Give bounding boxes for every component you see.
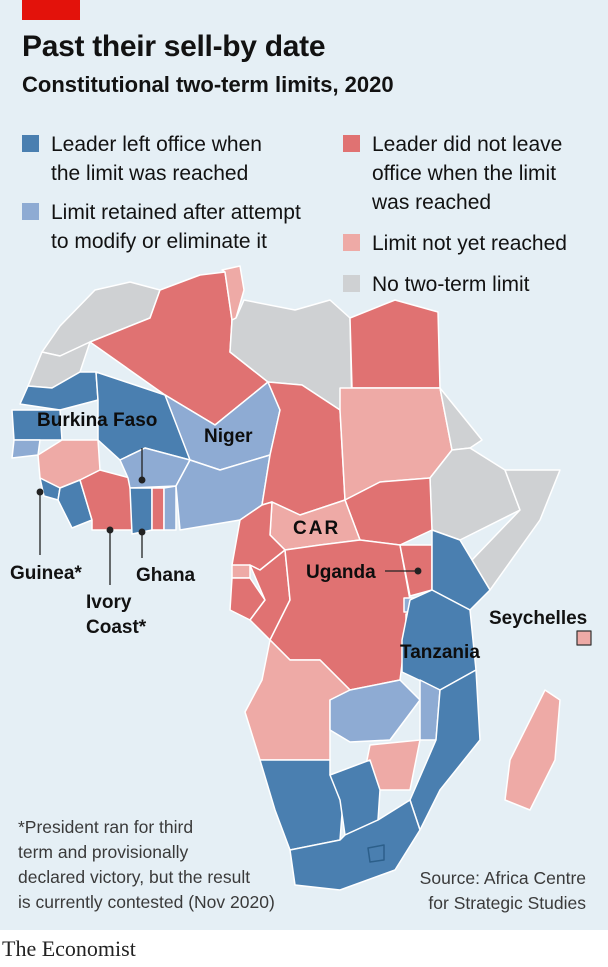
- legend-item-left-office: Leader left office when the limit was re…: [22, 130, 262, 188]
- legend-swatch-limit-retained: [22, 203, 39, 220]
- region-guinea-bissau: [11, 439, 41, 459]
- region-lesotho: [367, 844, 385, 863]
- label-ivory-coast: Ivory Coast*: [86, 592, 147, 638]
- legend-swatch-did-not-leave: [343, 135, 360, 152]
- legend-swatch-left-office: [22, 135, 39, 152]
- leader-dot-ivory: [106, 526, 114, 534]
- label-car: CAR: [293, 518, 341, 539]
- legend-item-did-not-leave: Leader did not leave office when the lim…: [343, 130, 562, 217]
- region-south-africa: [289, 799, 421, 891]
- region-ghana: [129, 487, 153, 535]
- legend-swatch-not-yet-reached: [343, 234, 360, 251]
- legend-swatch-no-limit: [343, 275, 360, 292]
- region-togo: [151, 487, 165, 531]
- legend-label-left-office: Leader left office when the limit was re…: [51, 133, 262, 185]
- region-zambia: [329, 679, 421, 743]
- chart-panel: Past their sell-by date Constitutional t…: [0, 0, 608, 930]
- legend-item-limit-retained: Limit retained after attempt to modify o…: [22, 198, 301, 256]
- footnote: *President ran for third term and provis…: [18, 817, 275, 912]
- legend-item-no-limit: No two-term limit: [343, 270, 530, 299]
- label-niger: Niger: [204, 426, 253, 447]
- chart-subtitle: Constitutional two-term limits, 2020: [22, 72, 394, 97]
- legend-item-not-yet-reached: Limit not yet reached: [343, 229, 567, 258]
- legend-label-limit-retained: Limit retained after attempt to modify o…: [51, 201, 301, 253]
- region-kenya: [431, 529, 491, 611]
- label-tanzania: Tanzania: [400, 642, 480, 663]
- leader-dot-uganda: [414, 567, 422, 575]
- region-egypt: [349, 299, 441, 389]
- region-benin: [163, 485, 177, 531]
- legend-label-no-limit: No two-term limit: [372, 273, 530, 296]
- region-mozambique: [409, 669, 481, 831]
- leader-dot-guinea: [36, 488, 44, 496]
- legend-label-did-not-leave: Leader did not leave office when the lim…: [372, 133, 563, 214]
- leader-dot-ghana: [138, 528, 146, 536]
- leader-dot-burkina: [138, 476, 146, 484]
- label-ghana: Ghana: [136, 565, 196, 586]
- legend-label-not-yet-reached: Limit not yet reached: [372, 232, 567, 255]
- region-equatorial-guinea: [231, 564, 251, 579]
- publisher-logo: The Economist: [2, 936, 136, 961]
- africa-map: [11, 265, 592, 891]
- label-guinea: Guinea*: [10, 563, 82, 584]
- chart-title: Past their sell-by date: [22, 30, 326, 63]
- source-note: Source: Africa Centre for Strategic Stud…: [419, 868, 586, 913]
- brand-tag: [22, 0, 80, 20]
- label-uganda: Uganda: [306, 562, 376, 583]
- label-seychelles: Seychelles: [489, 608, 588, 629]
- region-seychelles: [576, 630, 592, 646]
- label-burkina-faso: Burkina Faso: [37, 410, 158, 431]
- region-madagascar: [504, 689, 561, 811]
